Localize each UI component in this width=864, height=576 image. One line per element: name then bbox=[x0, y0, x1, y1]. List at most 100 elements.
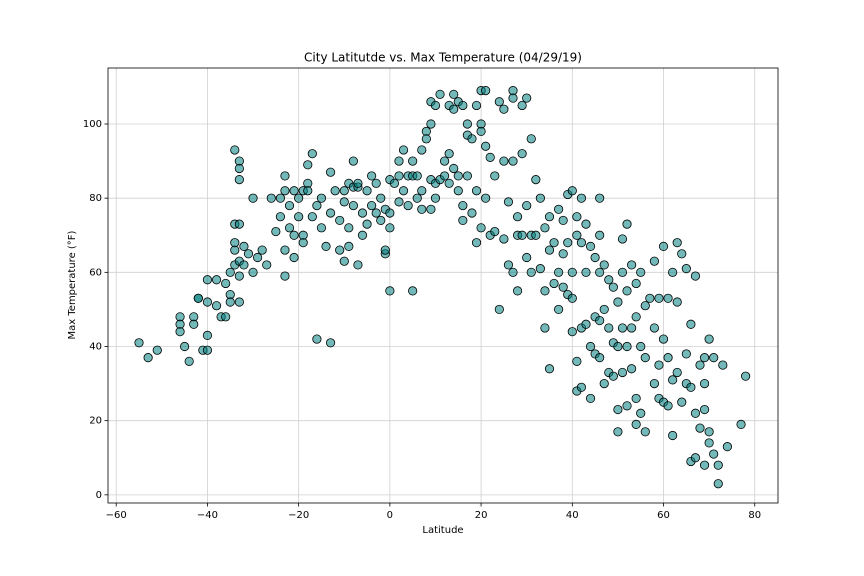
point bbox=[325, 167, 336, 177]
point bbox=[499, 156, 509, 166]
point bbox=[645, 293, 655, 303]
point bbox=[234, 163, 244, 174]
point bbox=[512, 212, 523, 222]
point bbox=[376, 193, 386, 203]
point bbox=[544, 245, 555, 255]
point bbox=[531, 175, 541, 185]
point bbox=[175, 327, 185, 337]
x-tick-label: −20 bbox=[288, 510, 309, 521]
point bbox=[572, 230, 582, 240]
x-tick-label: 20 bbox=[475, 510, 488, 521]
point bbox=[325, 208, 336, 218]
y-tick-label: 100 bbox=[83, 119, 102, 130]
point bbox=[494, 304, 504, 315]
point bbox=[631, 419, 641, 429]
point bbox=[289, 230, 299, 240]
point bbox=[508, 156, 518, 166]
point bbox=[385, 208, 395, 218]
point bbox=[499, 104, 509, 114]
point bbox=[189, 319, 199, 329]
point bbox=[699, 460, 710, 470]
point bbox=[622, 219, 632, 229]
point bbox=[307, 149, 317, 159]
point bbox=[640, 301, 650, 311]
point bbox=[718, 360, 728, 370]
point bbox=[608, 282, 618, 292]
point bbox=[280, 245, 290, 255]
point bbox=[526, 134, 536, 144]
point bbox=[257, 245, 267, 255]
point bbox=[262, 260, 272, 270]
x-tick-label: −60 bbox=[106, 510, 127, 521]
point bbox=[471, 100, 482, 111]
point bbox=[622, 341, 632, 352]
point bbox=[654, 293, 664, 303]
point bbox=[558, 282, 568, 292]
point bbox=[540, 323, 550, 333]
point bbox=[503, 197, 514, 207]
point bbox=[394, 156, 404, 166]
point bbox=[152, 345, 162, 355]
point bbox=[230, 145, 240, 155]
point bbox=[412, 193, 422, 203]
point bbox=[202, 330, 213, 340]
point bbox=[284, 200, 295, 211]
point bbox=[339, 256, 349, 266]
point bbox=[439, 171, 450, 181]
x-tick-label: −40 bbox=[197, 510, 218, 521]
x-tick-label: 40 bbox=[566, 510, 579, 521]
point bbox=[663, 353, 673, 363]
point bbox=[458, 200, 468, 211]
point bbox=[303, 160, 313, 170]
point bbox=[335, 215, 345, 226]
point bbox=[398, 186, 409, 196]
point bbox=[585, 393, 596, 404]
point bbox=[449, 104, 459, 114]
point bbox=[225, 297, 235, 307]
point bbox=[490, 171, 500, 181]
point bbox=[202, 275, 213, 285]
point bbox=[709, 353, 719, 363]
point bbox=[663, 401, 673, 411]
point bbox=[362, 186, 372, 196]
point bbox=[421, 134, 431, 144]
point bbox=[221, 312, 231, 322]
point bbox=[467, 134, 477, 144]
point bbox=[211, 301, 222, 311]
point bbox=[690, 271, 701, 281]
point bbox=[403, 200, 413, 211]
point bbox=[234, 175, 244, 185]
point bbox=[243, 249, 254, 259]
point bbox=[522, 200, 532, 211]
point bbox=[558, 215, 568, 226]
point bbox=[704, 427, 714, 437]
point bbox=[704, 334, 714, 344]
point bbox=[444, 178, 454, 188]
point bbox=[658, 241, 669, 251]
point bbox=[599, 378, 609, 389]
point bbox=[517, 100, 527, 111]
point bbox=[699, 353, 710, 363]
point bbox=[677, 397, 687, 407]
point bbox=[535, 264, 545, 274]
point bbox=[494, 97, 504, 107]
point bbox=[344, 241, 354, 251]
point bbox=[266, 193, 276, 203]
point bbox=[713, 460, 723, 470]
point bbox=[280, 186, 290, 196]
point bbox=[471, 186, 482, 196]
point bbox=[604, 323, 614, 333]
point bbox=[134, 338, 144, 348]
point bbox=[499, 234, 509, 244]
point bbox=[622, 286, 632, 296]
point bbox=[677, 249, 687, 259]
point bbox=[184, 356, 194, 366]
point bbox=[180, 341, 190, 352]
point bbox=[590, 252, 600, 263]
point bbox=[549, 278, 559, 289]
point bbox=[622, 401, 632, 411]
x-tick-label: 80 bbox=[748, 510, 761, 521]
point bbox=[298, 238, 308, 248]
